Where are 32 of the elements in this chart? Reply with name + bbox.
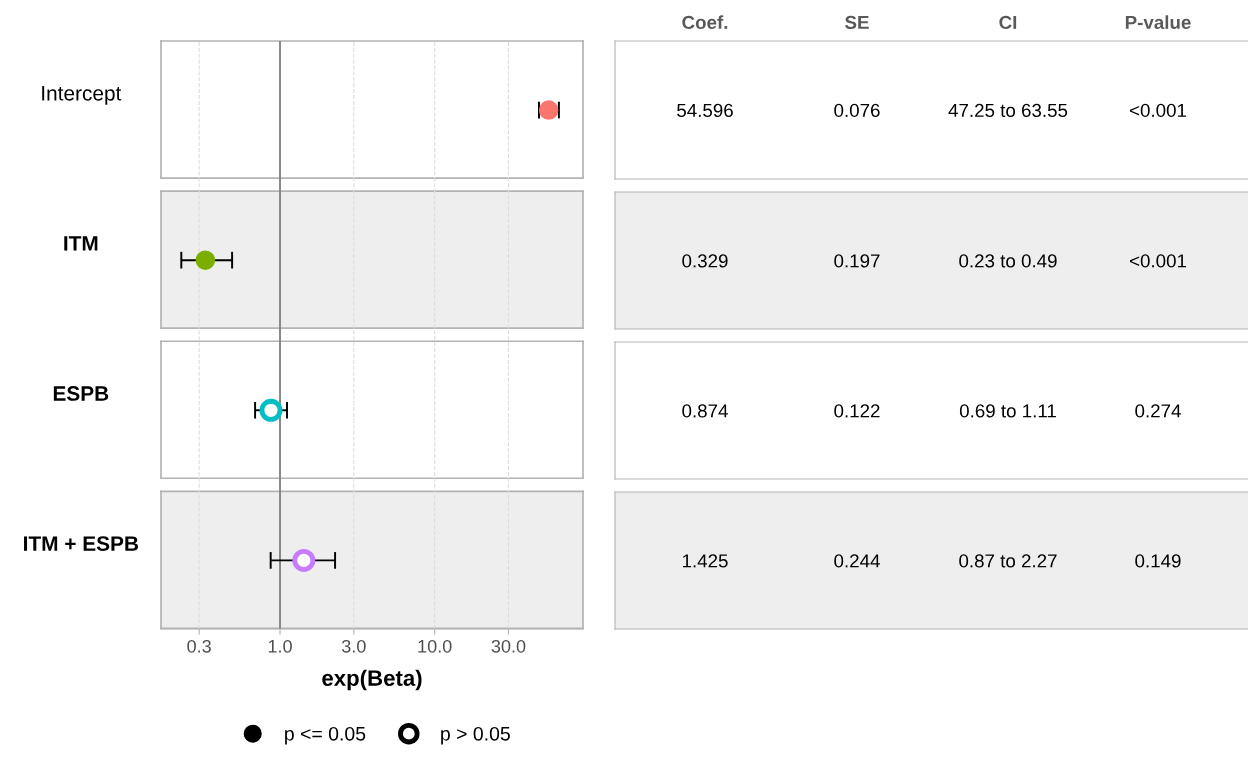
text: 0.122 — [834, 404, 880, 418]
y-tick-label: ITM — [64, 236, 98, 251]
x-tick-label: 1.0 — [268, 639, 292, 653]
text: 0.244 — [834, 554, 880, 568]
x-tick-label: 3.0 — [341, 639, 366, 653]
y-tick-label: ESPB — [53, 386, 109, 401]
text: p > 0.05 — [441, 726, 510, 745]
text: 0.69 to 1.11 — [959, 404, 1056, 418]
category-label: SE — [845, 15, 869, 30]
category-label: Coef. — [682, 15, 728, 30]
text: p <= 0.05 — [285, 726, 366, 745]
text: 0.197 — [834, 254, 880, 268]
text: <0.001 — [1129, 254, 1187, 268]
category-label: P-value — [1125, 15, 1191, 30]
text: 0.274 — [1135, 404, 1181, 418]
text: 0.23 to 0.49 — [959, 254, 1057, 268]
text: 0.874 — [682, 404, 728, 418]
text: 0.87 to 2.27 — [959, 554, 1057, 568]
y-tick-label: Intercept — [42, 86, 122, 105]
text: <0.001 — [1129, 103, 1187, 118]
text: 0.149 — [1135, 554, 1181, 568]
text: 47.25 to 63.55 — [948, 103, 1068, 118]
x-tick-label: 0.3 — [187, 639, 211, 653]
text: 0.329 — [682, 254, 728, 268]
text: 54.596 — [677, 103, 733, 118]
category-label: CI — [999, 15, 1017, 30]
x-tick-label: 30.0 — [491, 639, 526, 653]
x-axis-title: exp(Beta) — [322, 669, 422, 691]
y-tick-label: ITM + ESPB — [24, 536, 139, 551]
text: 0.076 — [834, 103, 880, 118]
x-tick-label: 10.0 — [418, 639, 452, 653]
text: 1.425 — [682, 554, 728, 568]
